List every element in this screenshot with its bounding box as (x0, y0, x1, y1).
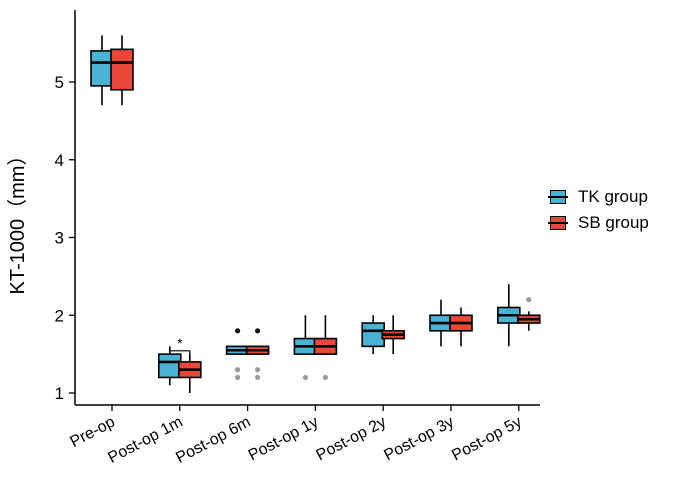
significance-star: * (177, 335, 183, 351)
y-tick-label: 3 (55, 229, 64, 248)
y-axis-label: KT-1000（mm） (6, 146, 29, 295)
outlier-point (255, 374, 261, 381)
box-sb-group (313, 315, 338, 381)
box-iqr (90, 50, 114, 87)
box-tk-group (361, 315, 386, 355)
outlier-point (235, 374, 241, 381)
legend-key-tk (548, 187, 568, 207)
legend-label-sb: SB group (578, 213, 649, 232)
box-sb-group (516, 297, 541, 331)
box-iqr (361, 322, 386, 348)
outlier-point (322, 374, 328, 381)
legend-label-tk: TK group (578, 187, 648, 206)
boxes-layer: * (90, 35, 541, 393)
box-tk-group (225, 328, 250, 381)
box-iqr (110, 48, 134, 91)
x-tick-label: Post-op 3y (381, 414, 457, 465)
outlier-point (302, 374, 308, 381)
box-tk-group (429, 299, 453, 347)
x-tick-label: Pre-op (67, 413, 117, 451)
outlier-point (235, 328, 241, 334)
box-sb-group (110, 35, 134, 106)
box-tk-group (158, 346, 182, 386)
box-tk-group (293, 315, 318, 381)
y-tick-label: 2 (55, 306, 64, 325)
x-tick-label: Post-op 1y (246, 414, 322, 465)
legend-key-sb (548, 213, 568, 233)
y-tick-label: 4 (55, 151, 64, 170)
legend-item-tk: TK group (548, 184, 649, 210)
legend: TK group SB group (548, 184, 649, 236)
box-sb-group (449, 307, 473, 347)
x-tick-label: Post-op 6m (173, 414, 253, 467)
x-tick-label: Post-op 5y (449, 414, 525, 465)
box-tk-group (90, 35, 114, 106)
box-sb-group (381, 315, 406, 355)
box-sb-group (178, 354, 202, 393)
box-tk-group (496, 284, 521, 347)
box-sb-group (245, 328, 270, 381)
x-tick-label: Post-op 1m (105, 414, 185, 467)
y-tick-label: 1 (55, 384, 64, 403)
outlier-point (255, 328, 261, 334)
outlier-point (255, 367, 261, 373)
x-tick-label: Post-op 2y (314, 414, 390, 465)
outlier-point (235, 367, 241, 373)
significance-bracket (169, 350, 191, 355)
y-tick-label: 5 (55, 73, 64, 92)
box-iqr (158, 353, 182, 379)
outlier-point (526, 297, 532, 303)
legend-item-sb: SB group (548, 210, 649, 236)
